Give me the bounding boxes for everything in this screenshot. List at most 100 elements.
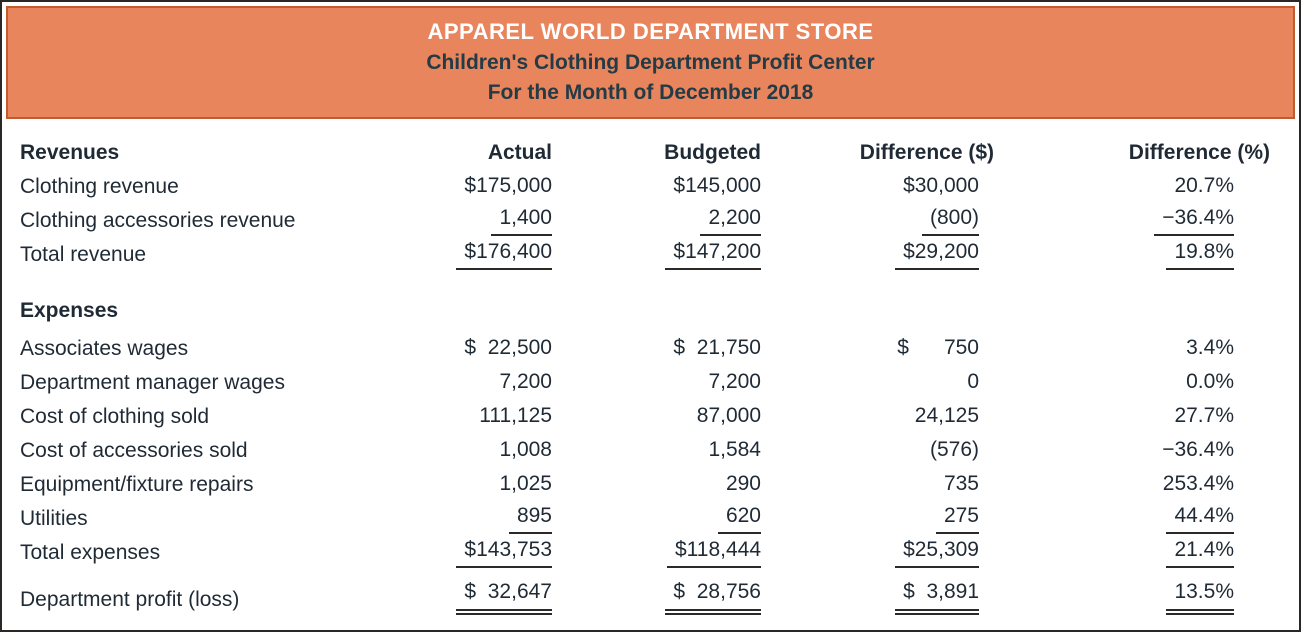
amount: 1,008 <box>499 438 552 461</box>
difference-dollar-cell: 735 <box>764 469 994 500</box>
budgeted-cell: $118,444 <box>554 535 764 568</box>
amount: $143,753 <box>456 535 552 568</box>
amount: $ 28,756 <box>665 577 761 615</box>
col-header-budgeted: Budgeted <box>664 141 761 164</box>
difference-dollar-cell: 275 <box>764 501 994 534</box>
amount: 44.4% <box>1166 501 1234 534</box>
amount: 13.5% <box>1166 577 1234 615</box>
difference-percent-cell: 19.8% <box>994 237 1295 270</box>
table-row-clothing-accessories-revenue: Clothing accessories revenue 1,400 2,200… <box>6 202 1295 236</box>
difference-percent-cell: 27.7% <box>994 401 1295 432</box>
table-row-department-manager-wages: Department manager wages 7,200 7,200 0 0… <box>6 364 1295 398</box>
amount: 7,200 <box>499 370 552 393</box>
difference-dollar-cell: $25,309 <box>764 535 994 568</box>
amount: 7,200 <box>708 370 761 393</box>
amount: 1,584 <box>708 438 761 461</box>
amount: 20.7% <box>1174 174 1234 197</box>
amount: 620 <box>717 501 761 534</box>
row-label: Clothing accessories revenue <box>20 209 296 232</box>
amount: 0 <box>967 370 979 393</box>
budgeted-cell: $145,000 <box>554 171 764 202</box>
difference-dollar-cell: 24,125 <box>764 401 994 432</box>
amount: $29,200 <box>895 237 979 270</box>
col-header-actual: Actual <box>487 141 552 164</box>
actual-cell: 7,200 <box>432 367 554 398</box>
budgeted-cell: 7,200 <box>554 367 764 398</box>
report-period: For the Month of December 2018 <box>487 81 814 104</box>
amount: $176,400 <box>456 237 552 270</box>
report-table: Revenues Actual Budgeted Difference ($) … <box>6 119 1295 615</box>
store-name: APPAREL WORLD DEPARTMENT STORE <box>427 19 874 44</box>
amount: $ 3,891 <box>895 577 979 615</box>
table-row-equipment-fixture-repairs: Equipment/fixture repairs 1,025 290 735 … <box>6 466 1295 500</box>
actual-cell: $ 32,647 <box>432 577 554 615</box>
amount: 3.4% <box>1186 336 1234 359</box>
amount: $147,200 <box>665 237 761 270</box>
section-title: Expenses <box>20 299 119 322</box>
amount: 895 <box>508 501 552 534</box>
table-row-utilities: Utilities 895 620 275 44.4% <box>6 500 1295 534</box>
table-row-department-profit: Department profit (loss) $ 32,647 $ 28,7… <box>6 577 1295 615</box>
table-row-cost-of-clothing-sold: Cost of clothing sold 111,125 87,000 24,… <box>6 398 1295 432</box>
table-row-total-revenue: Total revenue $176,400 $147,200 $29,200 … <box>6 236 1295 270</box>
amount: $ 750 <box>897 336 979 359</box>
amount: $ 32,647 <box>456 577 552 615</box>
actual-cell: 1,025 <box>432 469 554 500</box>
amount: 24,125 <box>914 404 979 427</box>
report-header-banner: APPAREL WORLD DEPARTMENT STORE Children'… <box>6 6 1295 119</box>
amount: 1,025 <box>499 472 552 495</box>
difference-percent-cell: 253.4% <box>994 469 1295 500</box>
amount: 735 <box>943 472 979 495</box>
amount: −36.4% <box>1162 438 1234 461</box>
row-label: Equipment/fixture repairs <box>20 473 254 496</box>
amount: (800) <box>921 203 979 236</box>
amount: $25,309 <box>895 535 979 568</box>
budgeted-cell: 290 <box>554 469 764 500</box>
amount: 87,000 <box>696 404 761 427</box>
expenses-section-header: Expenses <box>6 292 1295 326</box>
actual-cell: $175,000 <box>432 171 554 202</box>
actual-cell: 1,008 <box>432 435 554 466</box>
row-label: Department profit (loss) <box>20 588 240 611</box>
row-label: Total expenses <box>20 541 161 564</box>
amount: $30,000 <box>903 174 979 197</box>
difference-percent-cell: 3.4% <box>994 333 1295 364</box>
amount: $ 21,750 <box>673 336 761 359</box>
row-label: Department manager wages <box>20 371 285 394</box>
difference-percent-cell: −36.4% <box>994 435 1295 466</box>
amount: 290 <box>725 472 761 495</box>
difference-percent-cell: 0.0% <box>994 367 1295 398</box>
amount: $118,444 <box>666 535 761 568</box>
col-header-difference-dollar: Difference ($) <box>859 141 994 164</box>
amount: 1,400 <box>491 203 552 236</box>
difference-dollar-cell: $ 3,891 <box>764 577 994 615</box>
amount: 0.0% <box>1186 370 1234 393</box>
amount: 21.4% <box>1166 535 1234 568</box>
amount: 2,200 <box>700 203 761 236</box>
amount: 111,125 <box>479 404 552 427</box>
actual-cell: $143,753 <box>432 535 554 568</box>
amount: 19.8% <box>1166 237 1234 270</box>
difference-percent-cell: 20.7% <box>994 171 1295 202</box>
difference-percent-cell: 21.4% <box>994 535 1295 568</box>
col-header-revenues: Revenues <box>20 141 120 164</box>
amount: (576) <box>929 438 979 461</box>
difference-dollar-cell: 0 <box>764 367 994 398</box>
actual-cell: 895 <box>432 501 554 534</box>
row-label: Cost of clothing sold <box>20 405 210 428</box>
column-header-row: Revenues Actual Budgeted Difference ($) … <box>6 134 1295 168</box>
difference-percent-cell: −36.4% <box>994 203 1295 236</box>
amount: 27.7% <box>1174 404 1234 427</box>
budgeted-cell: 1,584 <box>554 435 764 466</box>
table-row-clothing-revenue: Clothing revenue $175,000 $145,000 $30,0… <box>6 168 1295 202</box>
department-title: Children's Clothing Department Profit Ce… <box>426 51 875 74</box>
table-row-total-expenses: Total expenses $143,753 $118,444 $25,309… <box>6 534 1295 568</box>
budgeted-cell: $147,200 <box>554 237 764 270</box>
difference-dollar-cell: (800) <box>764 203 994 236</box>
row-label: Associates wages <box>20 337 189 360</box>
table-row-cost-of-accessories-sold: Cost of accessories sold 1,008 1,584 (57… <box>6 432 1295 466</box>
actual-cell: 111,125 <box>432 401 554 432</box>
actual-cell: 1,400 <box>432 203 554 236</box>
amount: $145,000 <box>673 174 761 197</box>
